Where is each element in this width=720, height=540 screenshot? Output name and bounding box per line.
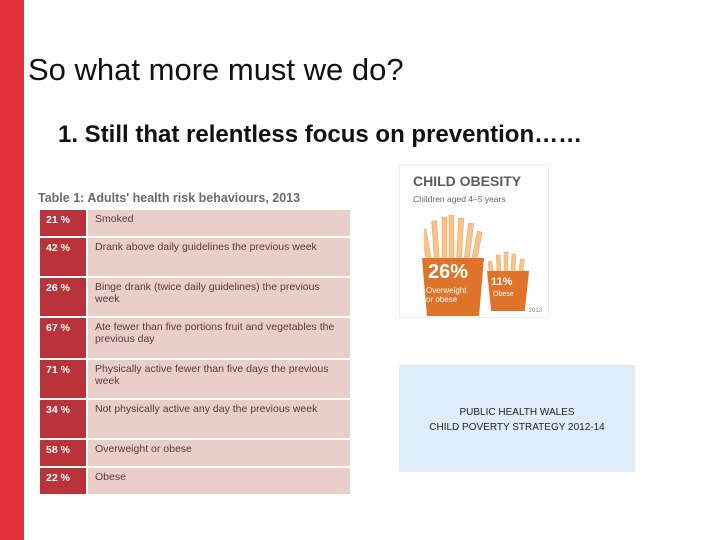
table-row: 67 % Ate fewer than five portions fruit … bbox=[40, 318, 350, 360]
table-title: Table 1: Adults' health risk behaviours,… bbox=[38, 191, 301, 205]
source-line-2: CHILD POVERTY STRATEGY 2012-14 bbox=[429, 422, 605, 433]
source-line-1: PUBLIC HEALTH WALES bbox=[459, 407, 575, 418]
source-note-box: PUBLIC HEALTH WALES CHILD POVERTY STRATE… bbox=[399, 365, 635, 472]
infographic-year: 2013 bbox=[528, 308, 542, 314]
big-label-line2: or obese bbox=[426, 295, 458, 304]
table-row: 26 % Binge drank (twice daily guidelines… bbox=[40, 278, 350, 318]
row-description: Physically active fewer than five days t… bbox=[88, 360, 350, 398]
table-row: 22 % Obese bbox=[40, 468, 350, 494]
fries-box-large bbox=[422, 258, 484, 316]
table-body: 21 % Smoked 42 % Drank above daily guide… bbox=[40, 210, 350, 494]
slide-subtitle: 1. Still that relentless focus on preven… bbox=[58, 121, 583, 148]
row-percent: 21 % bbox=[40, 210, 88, 236]
row-percent: 42 % bbox=[40, 238, 88, 276]
obese-label: Obese bbox=[493, 291, 514, 298]
overweight-obese-value: 26% bbox=[428, 261, 469, 283]
row-description: Overweight or obese bbox=[88, 440, 350, 466]
row-description: Not physically active any day the previo… bbox=[88, 400, 350, 438]
accent-bar bbox=[0, 0, 24, 540]
health-risk-table: Table 1: Adults' health risk behaviours,… bbox=[38, 186, 350, 496]
row-percent: 67 % bbox=[40, 318, 88, 358]
table-row: 21 % Smoked bbox=[40, 210, 350, 238]
row-description: Smoked bbox=[88, 210, 350, 236]
child-obesity-infographic: CHILD OBESITY Children aged 4–5 years 26… bbox=[399, 164, 549, 318]
row-percent: 34 % bbox=[40, 400, 88, 438]
infographic-subtitle: Children aged 4–5 years bbox=[413, 194, 506, 204]
fries-box-small bbox=[487, 271, 529, 311]
row-description: Ate fewer than five portions fruit and v… bbox=[88, 318, 350, 358]
slide-title: So what more must we do? bbox=[28, 52, 404, 87]
row-percent: 58 % bbox=[40, 440, 88, 466]
table-row: 42 % Drank above daily guidelines the pr… bbox=[40, 238, 350, 278]
row-description: Drank above daily guidelines the previou… bbox=[88, 238, 350, 276]
row-percent: 26 % bbox=[40, 278, 88, 316]
row-description: Binge drank (twice daily guidelines) the… bbox=[88, 278, 350, 316]
table-row: 58 % Overweight or obese bbox=[40, 440, 350, 468]
overweight-obese-label: Overweight or obese bbox=[426, 286, 466, 304]
big-label-line1: Overweight bbox=[426, 286, 467, 295]
table-row: 71 % Physically active fewer than five d… bbox=[40, 360, 350, 400]
obese-value: 11% bbox=[491, 276, 513, 288]
infographic-title: CHILD OBESITY bbox=[413, 173, 522, 189]
row-description: Obese bbox=[88, 468, 350, 494]
row-percent: 22 % bbox=[40, 468, 88, 494]
table-row: 34 % Not physically active any day the p… bbox=[40, 400, 350, 440]
row-percent: 71 % bbox=[40, 360, 88, 398]
